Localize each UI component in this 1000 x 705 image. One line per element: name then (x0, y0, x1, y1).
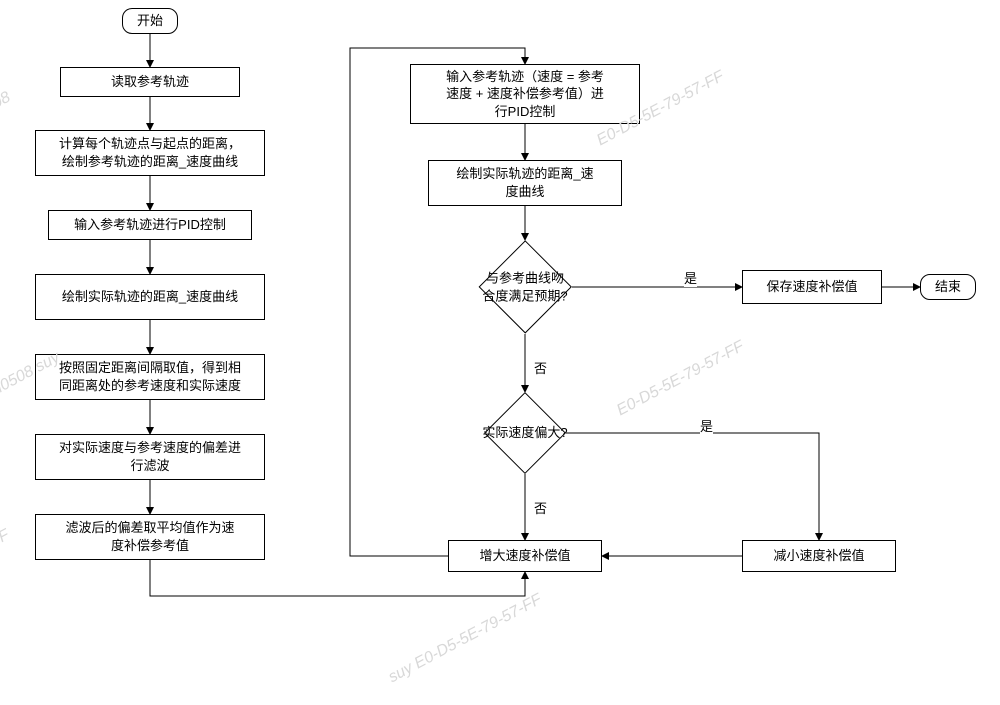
node-end: 结束 (920, 274, 976, 300)
node-start-label: 开始 (137, 12, 163, 30)
node-l2: 计算每个轨迹点与起点的距离，绘制参考轨迹的距离_速度曲线 (35, 130, 265, 176)
node-l7: 滤波后的偏差取平均值作为速度补偿参考值 (35, 514, 265, 560)
node-save: 保存速度补偿值 (742, 270, 882, 304)
node-l5: 按照固定距离间隔取值，得到相同距离处的参考速度和实际速度 (35, 354, 265, 400)
node-l1: 读取参考轨迹 (60, 67, 240, 97)
node-r2-label: 绘制实际轨迹的距离_速度曲线 (456, 165, 593, 200)
node-d2-label: 实际速度偏大? (468, 424, 583, 442)
node-l4-label: 绘制实际轨迹的距离_速度曲线 (62, 288, 238, 306)
node-inc: 增大速度补偿值 (448, 540, 602, 572)
node-l6: 对实际速度与参考速度的偏差进行滤波 (35, 434, 265, 480)
node-start: 开始 (122, 8, 178, 34)
node-end-label: 结束 (935, 278, 961, 296)
node-l6-label: 对实际速度与参考速度的偏差进行滤波 (59, 439, 241, 474)
edge-label-d1-d2: 否 (534, 358, 547, 377)
edge-label-d2-inc: 否 (534, 498, 547, 517)
node-l1-label: 读取参考轨迹 (111, 73, 189, 91)
node-decr-label: 减小速度补偿值 (773, 547, 864, 565)
node-r1: 输入参考轨迹（速度 = 参考速度 + 速度补偿参考值）进行PID控制 (410, 64, 640, 124)
edge-d2-decr (566, 433, 819, 540)
node-l4: 绘制实际轨迹的距离_速度曲线 (35, 274, 265, 320)
node-r1-label: 输入参考轨迹（速度 = 参考速度 + 速度补偿参考值）进行PID控制 (446, 68, 604, 121)
edge-label-d2-decr: 是 (700, 416, 713, 435)
node-d2: 实际速度偏大? (484, 392, 566, 474)
node-d1-label: 与参考曲线吻合度满足预期? (459, 269, 591, 304)
node-l7-label: 滤波后的偏差取平均值作为速度补偿参考值 (65, 519, 234, 554)
node-inc-label: 增大速度补偿值 (479, 547, 570, 565)
node-d1: 与参考曲线吻合度满足预期? (478, 240, 572, 334)
node-save-label: 保存速度补偿值 (766, 278, 857, 296)
node-l3: 输入参考轨迹进行PID控制 (48, 210, 252, 240)
node-decr: 减小速度补偿值 (742, 540, 896, 572)
node-l2-label: 计算每个轨迹点与起点的距离，绘制参考轨迹的距离_速度曲线 (59, 135, 241, 170)
node-l3-label: 输入参考轨迹进行PID控制 (74, 216, 226, 234)
edge-label-d1-save: 是 (684, 268, 697, 287)
node-r2: 绘制实际轨迹的距离_速度曲线 (428, 160, 622, 206)
node-l5-label: 按照固定距离间隔取值，得到相同距离处的参考速度和实际速度 (59, 359, 241, 394)
